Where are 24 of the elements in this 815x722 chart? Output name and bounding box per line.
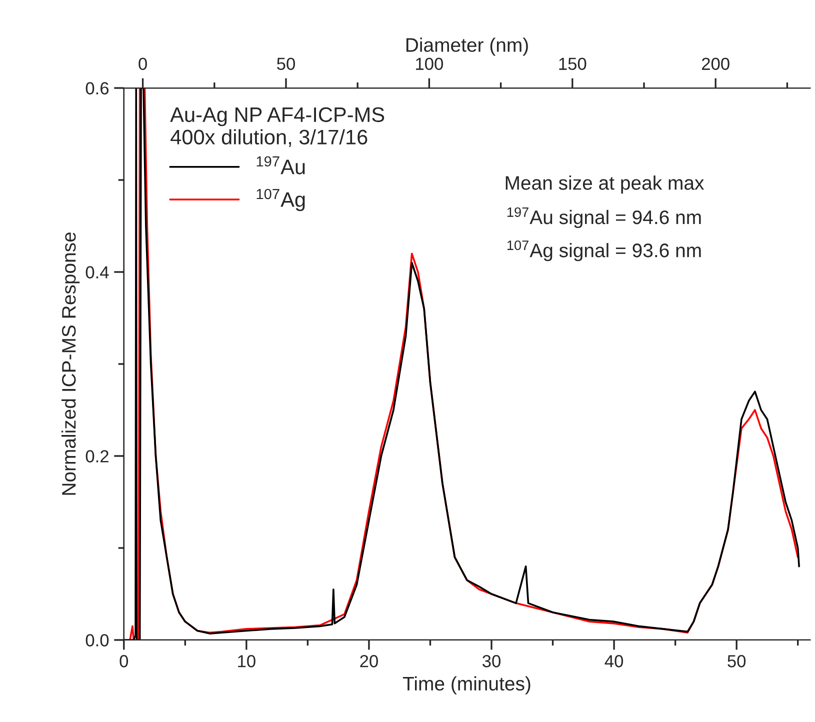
legend-label: $^{107}$Ag	[256, 188, 305, 212]
y-tick-label: 0.4	[86, 266, 109, 278]
x-tick-label: 50	[728, 655, 746, 668]
legend-label: $^{197}$Au	[256, 156, 305, 174]
y-tick-label: 0.0	[86, 634, 109, 646]
x2-tick-label: 50	[277, 58, 295, 70]
x-tick-label: 20	[360, 655, 378, 668]
x2-tick-label: 200	[702, 58, 730, 70]
y-tick-label: 0.6	[86, 82, 109, 94]
x-tick-label: 0	[120, 655, 128, 668]
x2-tick-label: 150	[559, 58, 586, 70]
x-tick-label: 40	[604, 655, 624, 668]
y-axis-title: Normalized ICP-MS Response	[61, 232, 80, 495]
x-tick-label: 10	[238, 655, 256, 668]
legend-title: Au-Ag NP AF4-ICP-MS 400x dilution, 3/17/16	[170, 107, 384, 147]
annotation: $^{197}$Au signal = 94.6 nm	[507, 207, 701, 228]
x-tick-label: 30	[482, 655, 500, 668]
x2-tick-label: 0	[138, 58, 147, 70]
annotation: $^{107}$Ag signal = 93.6 nm	[507, 240, 701, 262]
annotation: Mean size at peak max	[506, 176, 704, 194]
x-axis-title: Time (minutes)	[402, 676, 530, 694]
y-tick-label: 0.2	[86, 450, 108, 462]
x2-tick-label: 100	[416, 58, 443, 70]
x2-axis-title: Diameter (nm)	[406, 38, 528, 56]
